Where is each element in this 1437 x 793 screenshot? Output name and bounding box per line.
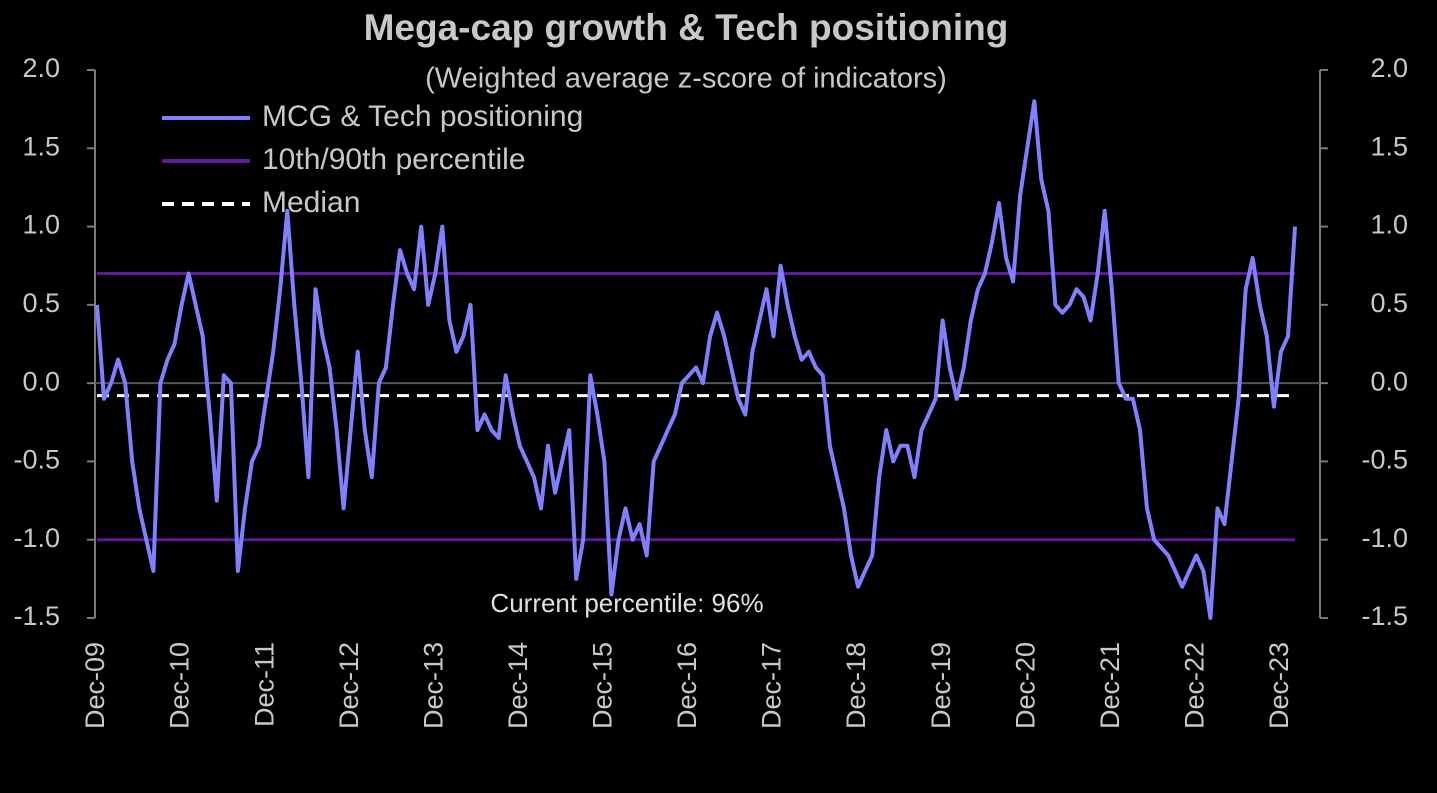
x-tick-label: Dec-23 — [1264, 642, 1294, 729]
x-tick-label: Dec-09 — [80, 642, 110, 729]
x-tick-label: Dec-13 — [418, 642, 448, 729]
y-tick-label: -0.5 — [13, 445, 60, 475]
y-tick-label: 1.5 — [22, 131, 60, 161]
x-tick-label: Dec-17 — [757, 642, 787, 729]
y2-tick-label: 1.0 — [1370, 210, 1408, 240]
y2-tick-label: -1.5 — [1361, 601, 1408, 631]
chart-title: Mega-cap growth & Tech positioning — [364, 7, 1009, 48]
x-tick-label: Dec-16 — [672, 642, 702, 729]
x-tick-label: Dec-10 — [165, 642, 195, 729]
y2-tick-label: -0.5 — [1361, 445, 1408, 475]
x-tick-label: Dec-19 — [926, 642, 956, 729]
y-tick-label: -1.5 — [13, 601, 60, 631]
x-tick-label: Dec-12 — [334, 642, 364, 729]
y-tick-label: 1.0 — [22, 210, 60, 240]
x-tick-label: Dec-14 — [503, 642, 533, 729]
x-tick-label: Dec-22 — [1179, 642, 1209, 729]
y-tick-label: 0.0 — [22, 366, 60, 396]
annotation: Current percentile: 96% — [490, 588, 763, 618]
legend-label: MCG & Tech positioning — [262, 100, 583, 133]
legend-label: Median — [262, 186, 360, 219]
data-line — [95, 99, 1297, 620]
x-tick-label: Dec-20 — [1010, 642, 1040, 729]
y-tick-label: 2.0 — [22, 53, 60, 83]
y2-tick-label: 0.0 — [1370, 366, 1408, 396]
x-tick-label: Dec-21 — [1095, 642, 1125, 729]
y2-tick-label: -1.0 — [1361, 523, 1408, 553]
y2-tick-label: 1.5 — [1370, 131, 1408, 161]
y2-tick-label: 0.5 — [1370, 288, 1408, 318]
x-tick-label: Dec-15 — [588, 642, 618, 729]
legend-label: 10th/90th percentile — [262, 143, 526, 176]
y-tick-label: 0.5 — [22, 288, 60, 318]
chart-subtitle: (Weighted average z-score of indicators) — [425, 63, 947, 95]
y-tick-label: -1.0 — [13, 523, 60, 553]
y2-tick-label: 2.0 — [1370, 53, 1408, 83]
x-tick-label: Dec-18 — [841, 642, 871, 729]
x-tick-label: Dec-11 — [249, 642, 279, 727]
